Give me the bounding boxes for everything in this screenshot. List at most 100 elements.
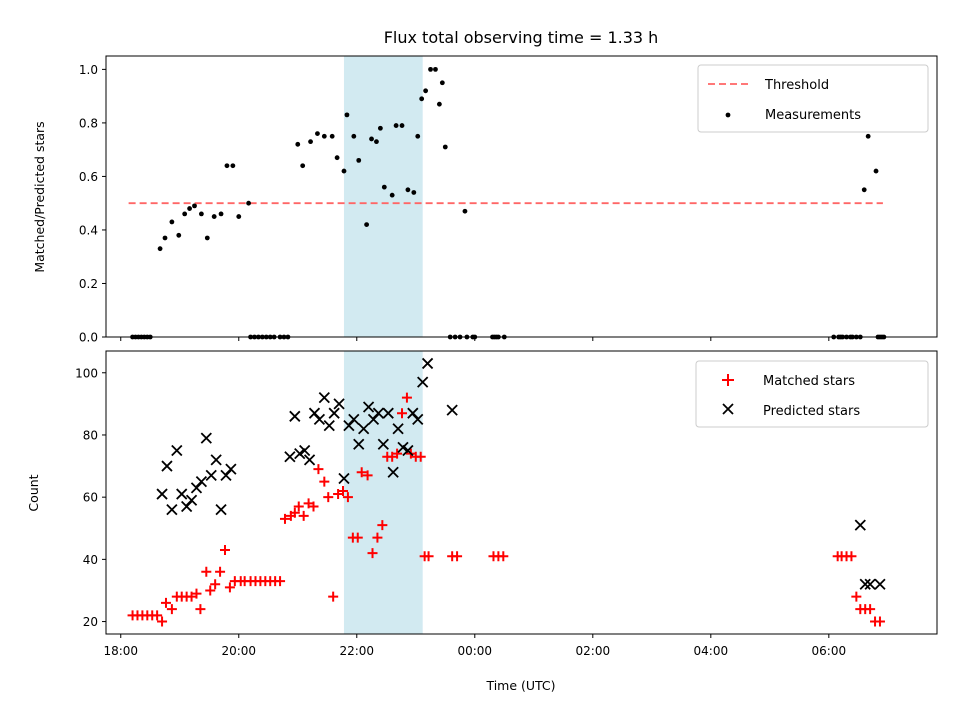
predicted-stars-point xyxy=(176,488,188,500)
measurements-point xyxy=(246,200,251,206)
bottom-y-axis-label: Count xyxy=(26,474,41,511)
predicted-stars-point xyxy=(333,398,345,410)
matched-stars-point xyxy=(160,597,171,608)
measurements-point xyxy=(428,66,433,72)
legend-predicted-label: Predicted stars xyxy=(763,404,860,419)
measurements-point xyxy=(389,192,395,198)
measurements-point xyxy=(381,184,387,190)
predicted-stars-point xyxy=(353,438,365,450)
bottom-y-ticks: 20 40 60 80 100 xyxy=(75,366,106,629)
predicted-stars-point xyxy=(185,494,198,506)
measurements-point xyxy=(230,163,236,169)
bottom-x-ticks: 18:00 20:00 22:00 00:00 02:00 04:00 06:00 xyxy=(103,634,846,658)
matched-stars-point xyxy=(851,591,862,602)
measurements-point xyxy=(351,133,357,139)
matched-stars-point xyxy=(152,610,163,621)
top-y-tick-label: 0.8 xyxy=(79,116,98,130)
matched-stars-point xyxy=(367,548,378,559)
predicted-stars-point xyxy=(200,432,212,444)
measurements-point xyxy=(419,96,425,102)
matched-stars-point xyxy=(392,448,403,459)
predicted-stars-point xyxy=(215,503,227,516)
measurements-point xyxy=(157,246,163,252)
matched-stars-point xyxy=(313,464,324,475)
measurements-point xyxy=(334,155,340,161)
x-axis-label: Time (UTC) xyxy=(485,678,555,693)
measurements-point xyxy=(865,133,871,139)
predicted-stars-point xyxy=(397,441,409,454)
predicted-stars-point xyxy=(348,413,360,426)
bottom-legend-box xyxy=(695,360,929,428)
bottom-y-tick-label: 80 xyxy=(83,428,98,442)
matched-stars-point xyxy=(498,551,509,562)
matched-stars-point xyxy=(201,566,212,577)
chart-title: Flux total observing time = 1.33 h xyxy=(384,28,659,47)
measurements-point xyxy=(211,214,217,219)
predicted-stars-point xyxy=(874,578,886,590)
predicted-stars-point xyxy=(195,475,208,488)
measurements-point xyxy=(415,133,421,139)
measurements-point xyxy=(169,219,175,225)
measurements-point xyxy=(187,206,192,211)
top-y-axis-label: Matched/Predicted stars xyxy=(32,121,47,272)
bottom-x-tick-label: 00:00 xyxy=(457,644,492,658)
measurements-point xyxy=(873,168,879,174)
predicted-stars-point xyxy=(225,463,237,475)
bottom-y-tick-label: 100 xyxy=(75,366,98,380)
top-y-tick-label: 0.2 xyxy=(79,277,98,291)
measurements-point xyxy=(374,139,379,145)
measurements-point xyxy=(176,232,182,238)
top-y-ticks: 0.0 0.2 0.4 0.6 0.8 1.0 xyxy=(79,63,106,345)
measurements-point xyxy=(369,136,374,142)
measurements-point xyxy=(204,235,210,241)
measurements-point xyxy=(405,187,411,193)
bottom-axes: 20 40 60 80 100 18:00 20:00 22:00 00:00 02:00 04:… xyxy=(26,350,938,693)
predicted-stars-point xyxy=(859,578,871,590)
measurements-point xyxy=(399,123,405,128)
matched-stars-point xyxy=(342,492,353,503)
predicted-stars-point xyxy=(343,420,355,432)
measurements-point xyxy=(224,163,230,169)
matched-stars-point xyxy=(275,576,286,587)
measurements-point xyxy=(295,141,301,147)
measurements-point xyxy=(364,222,370,228)
predicted-stars-point xyxy=(421,357,434,370)
predicted-stars-point xyxy=(323,420,335,432)
predicted-stars-point xyxy=(407,407,419,419)
predicted-stars-point xyxy=(156,488,168,500)
measurements-point xyxy=(377,125,383,131)
bottom-x-tick-label: 06:00 xyxy=(812,644,847,658)
predicted-stars-point xyxy=(299,444,311,457)
measurements-point xyxy=(462,208,468,214)
predicted-stars-point xyxy=(171,444,183,457)
predicted-stars-point xyxy=(181,500,193,513)
predicted-stars-point xyxy=(303,454,316,466)
measurements-point xyxy=(308,139,313,145)
bottom-legend: Matched stars Predicted stars xyxy=(695,360,929,428)
bottom-x-tick-label: 20:00 xyxy=(221,644,256,658)
measurements-point xyxy=(192,203,197,209)
bottom-x-tick-label: 18:00 xyxy=(103,644,138,658)
matched-stars-point xyxy=(362,470,373,481)
matched-stars-point xyxy=(865,604,876,615)
predicted-stars-point xyxy=(417,376,429,388)
predicted-stars-point xyxy=(210,454,222,466)
predicted-stars-point xyxy=(402,444,414,457)
bottom-shaded-span xyxy=(343,351,423,634)
top-axes: 0.0 0.2 0.4 0.6 0.8 1.0 Matched/Predicted sta… xyxy=(32,55,938,345)
top-legend: Threshold Measurements xyxy=(697,64,929,133)
legend-matched-swatch xyxy=(722,374,734,386)
matched-stars-point xyxy=(166,604,177,615)
predicted-stars-point xyxy=(289,410,301,422)
bottom-y-tick-label: 40 xyxy=(83,553,98,567)
top-y-tick-label: 0.0 xyxy=(79,331,98,345)
measurements-point xyxy=(218,211,224,217)
bottom-x-tick-label: 04:00 xyxy=(694,644,729,658)
predicted-stars-point xyxy=(338,472,350,485)
predicted-stars-point xyxy=(284,451,296,463)
measurements-point xyxy=(433,66,438,72)
predicted-stars-point xyxy=(412,413,424,426)
predicted-stars-point xyxy=(308,407,321,419)
top-x-ticks xyxy=(120,337,830,341)
